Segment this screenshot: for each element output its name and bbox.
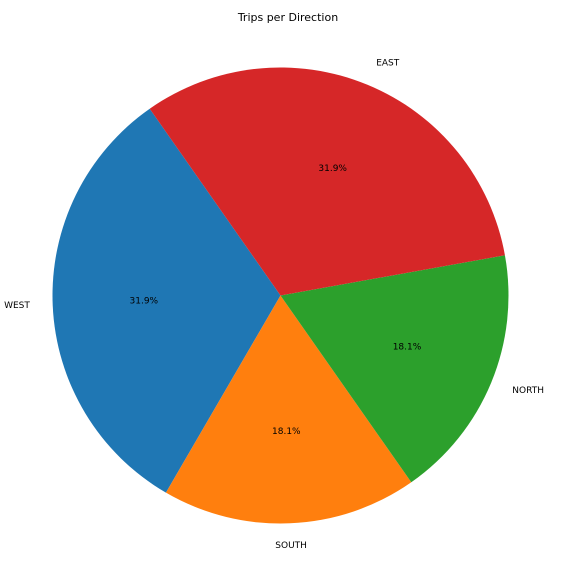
pct-label-east: 31.9% [318,164,347,174]
category-label-east: EAST [376,59,400,69]
pie-slices [52,67,509,524]
pie-slice-west [52,108,281,493]
category-label-south: SOUTH [275,541,307,551]
category-label-north: NORTH [512,386,544,396]
pie-slice-east [149,67,505,296]
pie-labels: 31.9% WEST 18.1% SOUTH 18.1% NORTH 31.9% EAST [4,59,544,551]
pct-label-south: 18.1% [272,427,301,437]
chart-title: Trips per Direction [237,11,338,24]
category-label-west: WEST [4,301,30,311]
pie-slice-north [280,255,509,483]
pct-label-west: 31.9% [130,296,159,306]
pct-label-north: 18.1% [393,343,422,353]
pie-slice-south [165,295,412,524]
